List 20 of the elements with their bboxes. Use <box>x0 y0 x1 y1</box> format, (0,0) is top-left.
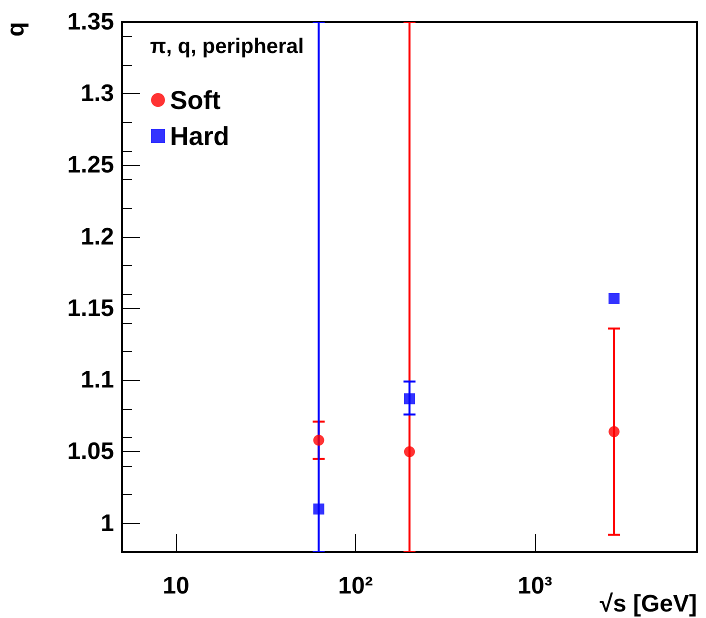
y-tick-label: 1.35 <box>67 8 114 36</box>
y-tick-label: 1.15 <box>67 294 114 322</box>
x-tick-label: 10 <box>162 572 190 600</box>
legend-label: Hard <box>170 121 230 151</box>
y-tick-label: 1.05 <box>67 438 114 466</box>
legend-label: Soft <box>170 85 221 115</box>
y-tick-label: 1 <box>100 510 114 537</box>
y-tick-label: 1.2 <box>80 223 114 250</box>
x-tick-label: 10² <box>338 572 373 600</box>
y-axis-title: q <box>2 22 30 37</box>
point <box>313 434 324 446</box>
x-axis-title: √s [GeV] <box>600 590 698 618</box>
legend-title: π, q, peripheral <box>150 35 304 58</box>
y-tick-label: 1.25 <box>67 152 114 179</box>
point <box>313 504 324 515</box>
y-tick-label: 1.1 <box>80 366 114 394</box>
point <box>608 426 620 438</box>
y-tick-label: 1.3 <box>80 80 114 108</box>
point <box>608 292 620 304</box>
x-tick-label: 10³ <box>518 572 552 600</box>
